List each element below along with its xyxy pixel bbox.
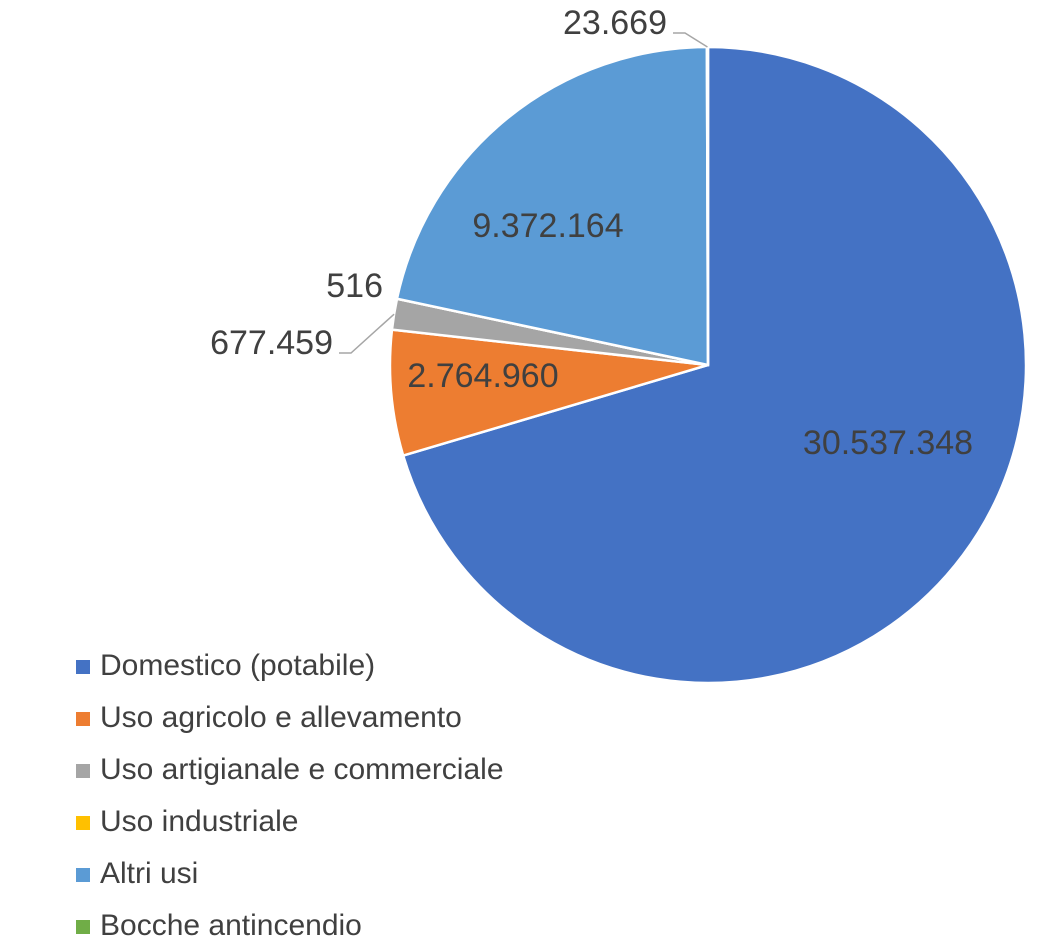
legend-swatch (76, 868, 90, 882)
legend-label: Altri usi (100, 857, 198, 890)
legend-label: Uso artigianale e commerciale (100, 753, 504, 786)
legend-swatch (76, 764, 90, 778)
legend-swatch (76, 816, 90, 830)
leader-line (339, 313, 395, 354)
pie-slice (401, 45, 1028, 685)
legend-label: Uso agricolo e allevamento (100, 701, 462, 734)
legend-label: Bocche antincendio (100, 909, 362, 942)
pie-slice (388, 328, 709, 458)
legend-label: Uso industriale (100, 805, 298, 838)
pie-slice (705, 45, 710, 366)
legend-swatch (76, 660, 90, 674)
value-label: 23.669 (563, 4, 667, 42)
value-label: 2.764.960 (407, 357, 558, 395)
legend-swatch (76, 712, 90, 726)
legend-swatch (76, 920, 90, 934)
value-label: 9.372.164 (472, 207, 623, 245)
legend-label: Domestico (potabile) (100, 649, 375, 682)
leader-line (673, 32, 708, 48)
pie-slice (395, 45, 710, 367)
value-label: 677.459 (210, 324, 333, 362)
value-label: 516 (326, 267, 383, 305)
value-label: 30.537.348 (803, 424, 973, 462)
